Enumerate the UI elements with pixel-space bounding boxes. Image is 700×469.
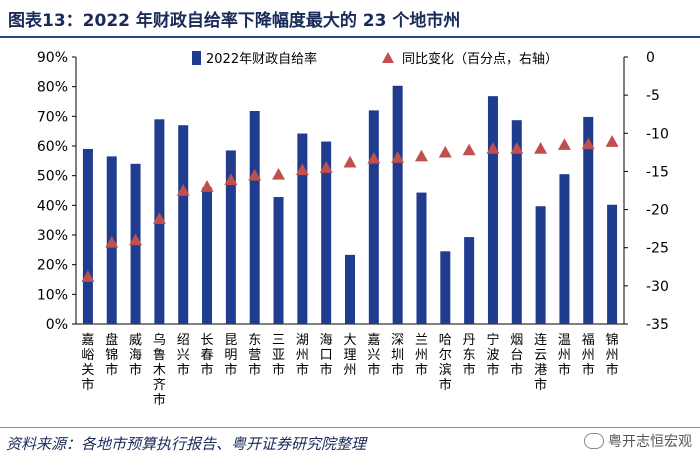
category-label: 福州市 bbox=[582, 333, 595, 378]
category-label: 温州市 bbox=[558, 333, 571, 378]
bar bbox=[511, 120, 522, 324]
left-tick-label: 80% bbox=[37, 80, 68, 96]
category-label: 大理州 bbox=[343, 333, 356, 378]
category-label: 绍兴市 bbox=[177, 333, 190, 378]
category-label: 深圳市 bbox=[391, 333, 404, 378]
change-marker bbox=[200, 180, 214, 192]
change-marker bbox=[272, 167, 286, 180]
left-tick-label: 0% bbox=[46, 317, 68, 333]
bar bbox=[559, 174, 570, 324]
left-tick-label: 70% bbox=[37, 109, 68, 125]
category-label: 昆明市 bbox=[224, 333, 237, 378]
category-label: 海口市 bbox=[320, 333, 333, 378]
bar bbox=[487, 96, 498, 324]
bar bbox=[392, 85, 403, 324]
bar bbox=[368, 110, 379, 325]
legend-bar-label: 2022年财政自给率 bbox=[206, 51, 317, 67]
category-label: 嘉峪关市 bbox=[81, 333, 94, 393]
bar bbox=[535, 206, 546, 324]
category-label: 烟台市 bbox=[510, 333, 523, 378]
bar bbox=[297, 133, 308, 324]
category-label: 长春市 bbox=[201, 333, 214, 378]
title-divider bbox=[0, 36, 700, 38]
left-tick-label: 50% bbox=[37, 169, 68, 185]
bar bbox=[82, 148, 93, 324]
category-label: 连云港市 bbox=[534, 332, 547, 393]
bar bbox=[178, 125, 189, 324]
change-marker bbox=[152, 212, 166, 224]
change-marker bbox=[438, 145, 452, 158]
change-marker bbox=[486, 142, 500, 154]
right-tick-label: -20 bbox=[646, 203, 669, 219]
bar bbox=[202, 187, 213, 324]
bar bbox=[321, 141, 332, 324]
category-label: 锦州市 bbox=[606, 333, 619, 378]
bar bbox=[345, 254, 355, 324]
bar bbox=[440, 251, 451, 324]
left-tick-label: 10% bbox=[37, 287, 68, 303]
brand: 粤开志恒宏观 bbox=[584, 431, 692, 451]
category-label: 东营市 bbox=[248, 333, 261, 378]
change-marker bbox=[557, 138, 571, 150]
change-marker bbox=[581, 137, 595, 150]
category-label: 嘉兴市 bbox=[367, 333, 380, 378]
legend-marker-label: 同比变化（百分点，右轴） bbox=[402, 51, 558, 67]
category-label: 哈尔滨市 bbox=[439, 333, 452, 393]
source-note: 资料来源：各地市预算执行报告、粤开证券研究院整理 bbox=[6, 435, 367, 453]
change-marker bbox=[605, 135, 619, 147]
bar bbox=[249, 110, 260, 324]
chart-title: 图表13：2022 年财政自给率下降幅度最大的 23 个地市州 bbox=[8, 11, 461, 31]
category-label: 兰州市 bbox=[415, 333, 428, 378]
category-label: 威海市 bbox=[129, 333, 142, 378]
bar bbox=[464, 237, 475, 324]
wechat-icon bbox=[584, 433, 604, 449]
right-tick-label: 0 bbox=[646, 50, 655, 66]
left-tick-label: 30% bbox=[37, 228, 68, 244]
bar bbox=[225, 150, 236, 324]
category-label: 乌鲁木齐市 bbox=[153, 332, 166, 408]
change-marker bbox=[414, 149, 428, 162]
brand-label: 粤开志恒宏观 bbox=[608, 434, 692, 450]
right-tick-label: -25 bbox=[646, 241, 669, 257]
bar bbox=[416, 192, 427, 324]
change-marker bbox=[510, 142, 524, 154]
change-marker bbox=[81, 270, 95, 282]
right-tick-label: -10 bbox=[646, 126, 669, 142]
category-label: 湖州市 bbox=[296, 333, 309, 378]
change-marker bbox=[105, 235, 119, 248]
right-tick-label: -35 bbox=[646, 317, 669, 333]
bar bbox=[583, 116, 594, 324]
legend-marker-swatch bbox=[382, 52, 394, 63]
change-marker bbox=[367, 151, 381, 164]
change-marker bbox=[224, 173, 238, 186]
left-tick-label: 60% bbox=[37, 139, 68, 155]
legend-bar-swatch bbox=[192, 51, 201, 65]
category-label: 三亚市 bbox=[272, 333, 285, 378]
change-marker bbox=[319, 161, 333, 173]
category-label: 宁波市 bbox=[486, 332, 499, 378]
change-marker bbox=[534, 142, 548, 154]
footer-divider bbox=[0, 427, 700, 428]
change-marker bbox=[343, 155, 357, 168]
change-marker bbox=[391, 151, 405, 163]
left-tick-label: 40% bbox=[37, 198, 68, 214]
right-tick-label: -5 bbox=[646, 88, 660, 104]
right-tick-label: -30 bbox=[646, 279, 669, 295]
left-tick-label: 90% bbox=[37, 50, 68, 66]
bar bbox=[273, 197, 284, 324]
change-marker bbox=[462, 143, 476, 156]
chart: 0% 10% 20% 30% 40% 50% 60% 70% 80% 90% -35 -30 -25 -2… bbox=[37, 50, 669, 408]
right-tick-label: -15 bbox=[646, 164, 669, 180]
bar bbox=[607, 204, 618, 324]
category-label: 丹东市 bbox=[463, 333, 476, 378]
change-marker bbox=[295, 163, 309, 176]
change-marker bbox=[129, 233, 143, 246]
left-tick-label: 20% bbox=[37, 258, 68, 274]
category-label: 盘锦市 bbox=[105, 332, 118, 378]
change-marker bbox=[176, 184, 190, 196]
change-marker bbox=[248, 168, 262, 181]
